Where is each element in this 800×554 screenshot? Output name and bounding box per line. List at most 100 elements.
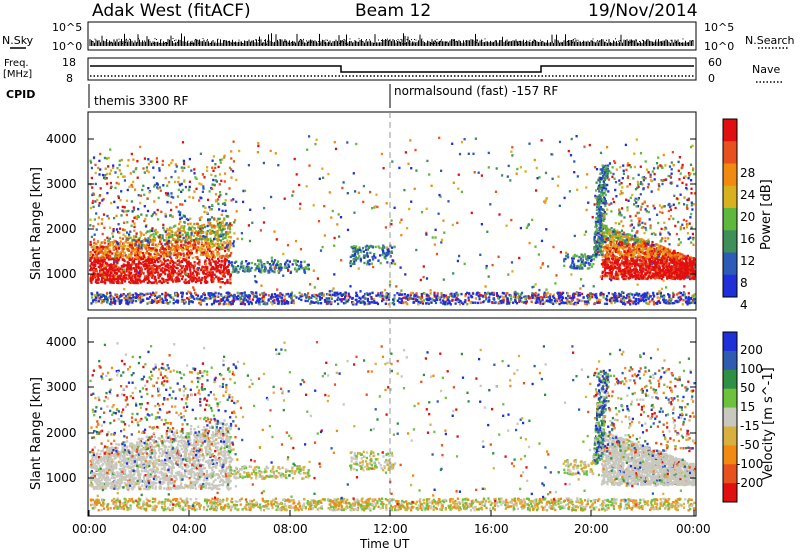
power-cell bbox=[108, 268, 111, 271]
power-cell bbox=[133, 276, 136, 279]
nsearch-sample bbox=[481, 39, 483, 41]
power-cell bbox=[668, 217, 671, 221]
power-cell bbox=[619, 213, 622, 217]
power-cell bbox=[658, 244, 661, 247]
power-cell bbox=[593, 240, 596, 243]
power-cell bbox=[127, 261, 130, 264]
power-cell bbox=[132, 249, 135, 252]
power-cell bbox=[593, 235, 596, 238]
power-cell bbox=[89, 254, 92, 257]
power-cell bbox=[206, 256, 209, 259]
power-cell bbox=[652, 275, 655, 278]
power-cell bbox=[630, 237, 633, 241]
power-cell bbox=[630, 223, 633, 226]
power-cell bbox=[235, 178, 238, 182]
power-cell bbox=[629, 271, 632, 274]
power-cell bbox=[141, 252, 145, 255]
power-cell bbox=[626, 244, 629, 247]
power-cell bbox=[633, 264, 636, 268]
power-cell bbox=[642, 265, 645, 268]
power-cell bbox=[109, 281, 112, 284]
power-cell bbox=[198, 182, 201, 185]
power-cell bbox=[690, 179, 693, 182]
power-cell bbox=[182, 243, 186, 247]
power-cell bbox=[98, 201, 101, 205]
power-cell bbox=[612, 276, 615, 280]
power-cell bbox=[127, 209, 130, 213]
nsearch-sample bbox=[196, 39, 198, 41]
power-cell bbox=[112, 228, 115, 231]
power-cell bbox=[668, 202, 671, 206]
power-cell bbox=[193, 264, 196, 267]
power-cell bbox=[222, 237, 225, 241]
power-cell bbox=[224, 223, 227, 226]
power-cell bbox=[103, 267, 106, 270]
power-cell bbox=[190, 264, 193, 267]
power-cell bbox=[189, 222, 192, 225]
power-cell bbox=[212, 178, 215, 182]
power-cell bbox=[620, 235, 623, 238]
power-cell bbox=[216, 238, 219, 241]
power-cell bbox=[217, 276, 220, 279]
power-cell bbox=[214, 263, 218, 267]
power-cell bbox=[666, 267, 669, 271]
power-cell bbox=[652, 250, 655, 254]
power-cell bbox=[150, 265, 153, 269]
power-cell bbox=[195, 247, 199, 250]
power-cell bbox=[101, 280, 104, 283]
power-cell bbox=[221, 254, 225, 258]
power-cell bbox=[669, 176, 673, 179]
power-cell bbox=[137, 248, 140, 252]
power-cell bbox=[670, 204, 673, 208]
power-cell bbox=[620, 220, 623, 223]
power-cell bbox=[187, 222, 190, 226]
power-cell bbox=[197, 246, 200, 249]
power-cell bbox=[188, 226, 191, 229]
power-cell bbox=[620, 229, 624, 232]
power-cell bbox=[144, 267, 147, 271]
power-cell bbox=[183, 225, 186, 228]
power-cell bbox=[220, 277, 223, 280]
power-cell bbox=[174, 245, 177, 249]
power-cell bbox=[145, 276, 148, 279]
power-cell bbox=[133, 270, 137, 273]
power-cell bbox=[112, 281, 115, 284]
power-cell bbox=[161, 236, 164, 240]
power-cell bbox=[625, 246, 628, 249]
power-cell bbox=[230, 168, 233, 171]
power-cell bbox=[617, 249, 620, 252]
power-cell bbox=[212, 260, 215, 263]
power-cell bbox=[593, 232, 596, 235]
power-cell bbox=[625, 168, 628, 172]
power-cell bbox=[641, 252, 644, 255]
power-heatmap-cells bbox=[89, 135, 697, 306]
power-cell bbox=[688, 257, 691, 260]
power-cell bbox=[203, 266, 206, 269]
power-cell bbox=[601, 189, 604, 192]
power-cell bbox=[162, 271, 165, 274]
power-cell bbox=[116, 279, 120, 283]
power-cell bbox=[666, 252, 669, 255]
nsearch-sample bbox=[541, 41, 543, 43]
power-cell bbox=[672, 217, 675, 220]
power-cell bbox=[620, 250, 623, 254]
power-cell bbox=[162, 280, 165, 284]
power-cell bbox=[128, 245, 131, 248]
power-cell bbox=[105, 272, 108, 275]
power-cell bbox=[655, 268, 658, 271]
power-cell bbox=[223, 156, 226, 159]
power-cell bbox=[224, 271, 227, 274]
power-cell bbox=[661, 264, 664, 267]
power-cell bbox=[148, 271, 151, 274]
power-cell bbox=[154, 246, 157, 249]
power-cell bbox=[677, 267, 680, 271]
power-cell bbox=[97, 281, 100, 284]
power-cell bbox=[644, 273, 647, 276]
power-cell bbox=[232, 198, 235, 201]
power-cell bbox=[192, 266, 195, 269]
nsearch-sample bbox=[129, 38, 130, 40]
power-cell bbox=[164, 272, 167, 276]
power-cell bbox=[624, 242, 627, 245]
power-cell bbox=[681, 255, 684, 258]
power-cell bbox=[121, 250, 124, 253]
